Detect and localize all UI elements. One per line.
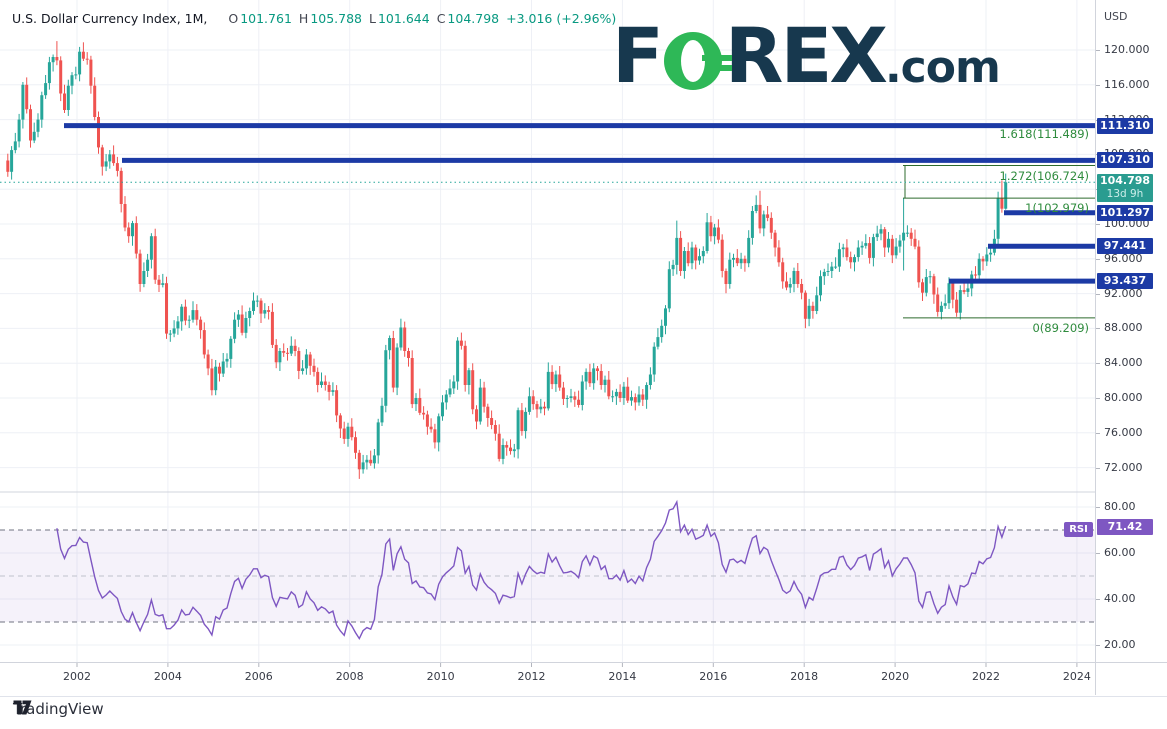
symbol-title[interactable]: U.S. Dollar Currency Index, 1M, (12, 11, 208, 26)
price-tickmark (1096, 432, 1100, 434)
ray-price-label: 97.441 (1097, 238, 1153, 255)
open-label: O (228, 11, 239, 26)
rsi-indicator-badge[interactable]: RSI (1064, 522, 1093, 537)
current-price-label: 104.798 13d 9h (1097, 174, 1153, 202)
rsi-value-label: 71.42 (1097, 519, 1153, 535)
fib-level-label: 1(102.979) (1025, 201, 1089, 216)
price-tickmark (1096, 467, 1100, 469)
year-tick-label: 2024 (1062, 670, 1091, 683)
logo-text-f: F (612, 11, 664, 100)
fib-level-label: 1.272(106.724) (999, 168, 1089, 183)
rsi-tick-label: 40.00 (1104, 592, 1136, 605)
price-tick-label: 72.000 (1104, 460, 1143, 474)
price-tick-label: 80.000 (1104, 391, 1143, 404)
ray-price-label: 107.310 (1097, 152, 1153, 169)
tradingview-label: TradingView (13, 700, 104, 718)
forex-logo-o-icon (663, 32, 732, 90)
year-tick-label: 2008 (335, 670, 364, 683)
high-value: 105.788 (310, 11, 363, 26)
bar-countdown: 13d 9h (1106, 188, 1144, 200)
high-label: H (298, 11, 309, 26)
price-tickmark (1096, 398, 1100, 399)
year-tick-label: 2018 (790, 670, 819, 683)
fib-level-label: 0(89.209) (1032, 320, 1089, 335)
year-tick-label: 2022 (972, 670, 1000, 683)
fib-level-label: 1.618(111.489) (999, 127, 1089, 141)
ray-price-label: 93.437 (1097, 273, 1153, 290)
price-tick-label: 96.000 (1104, 251, 1143, 265)
rsi-tickmark (1096, 599, 1100, 600)
current-price-value: 104.798 (1099, 174, 1151, 187)
symbol-legend: U.S. Dollar Currency Index, 1M, O 101.76… (12, 11, 616, 26)
ray-price-label: 101.297 (1097, 204, 1153, 221)
tradingview-logo-icon (13, 700, 32, 715)
low-label: L (369, 11, 376, 26)
price-tickmark (1096, 84, 1100, 86)
year-tick-label: 2010 (426, 670, 455, 683)
year-tick-label: 2016 (699, 670, 728, 683)
year-tick-label: 2014 (608, 670, 637, 683)
year-tick-label: 2020 (881, 670, 910, 683)
price-tickmark (1096, 328, 1100, 330)
currency-label: USD (1104, 10, 1128, 23)
price-tick-label: 92.000 (1104, 286, 1143, 300)
price-tickmark (1096, 363, 1100, 365)
price-tick-label: 88.000 (1104, 321, 1143, 335)
time-axis[interactable]: 2002 2004 2006 2008 2010 2012 2014 2016 2018 2020… (0, 662, 1167, 697)
rsi-tick-label: 60.00 (1104, 546, 1136, 559)
year-tick-label: 2002 (63, 670, 91, 683)
open-value: 101.761 (240, 11, 292, 26)
price-tick-label: 116.000 (1104, 77, 1150, 91)
rsi-tickmark (1096, 507, 1100, 508)
horizontal-ray-drawings[interactable] (64, 123, 1095, 284)
close-label: C (436, 11, 446, 26)
price-tick-label: 76.000 (1104, 425, 1143, 439)
year-tick-label: 2006 (244, 670, 273, 683)
logo-text-rex: REX (724, 11, 888, 100)
year-tick-label: 2004 (153, 670, 182, 683)
logo-text-com: .com (884, 42, 1001, 93)
chart-canvas[interactable] (0, 0, 1095, 695)
rsi-tickmark (1096, 553, 1100, 554)
rsi-tick-label: 20.00 (1104, 638, 1136, 651)
change-value: +3.016 (+2.96%) (506, 11, 617, 26)
year-tick-label: 2012 (517, 670, 546, 683)
tradingview-attribution[interactable]: TradingView (13, 700, 104, 718)
close-value: 104.798 (447, 11, 500, 26)
price-tick-label: 120.000 (1104, 43, 1150, 56)
rsi-tick-label: 80.00 (1104, 500, 1136, 513)
price-scale[interactable]: USD 120.000116.000112.000108.000104.0001… (1095, 0, 1167, 695)
ray-price-label: 111.310 (1097, 117, 1153, 134)
forex-com-logo: F REX .com (612, 11, 1001, 100)
rsi-tickmark (1096, 645, 1100, 646)
price-tickmark (1096, 50, 1100, 51)
price-tickmark (1096, 258, 1100, 260)
price-tickmark (1096, 224, 1100, 225)
rsi-line (56, 499, 1007, 641)
candlestick-series (6, 41, 1008, 479)
price-tickmark (1096, 293, 1100, 295)
low-value: 101.644 (377, 11, 430, 26)
price-tick-label: 84.000 (1104, 356, 1143, 370)
